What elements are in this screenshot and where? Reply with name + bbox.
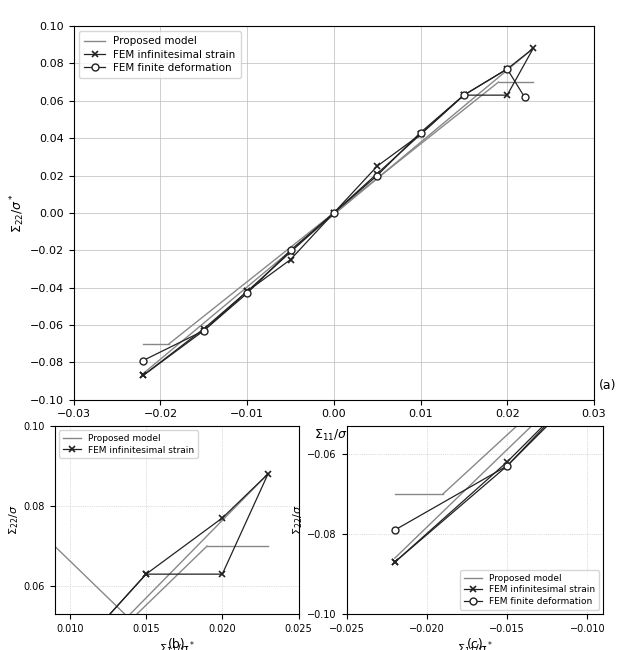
- X-axis label: $\Sigma_{11}/\sigma^*$: $\Sigma_{11}/\sigma^*$: [314, 425, 354, 444]
- X-axis label: $\Sigma_{11}/\sigma^*$: $\Sigma_{11}/\sigma^*$: [159, 640, 195, 650]
- Legend: Proposed model, FEM infinitesimal strain: Proposed model, FEM infinitesimal strain: [59, 430, 198, 458]
- X-axis label: $\Sigma_{11}/\sigma^*$: $\Sigma_{11}/\sigma^*$: [457, 640, 493, 650]
- Legend: Proposed model, FEM infinitesimal strain, FEM finite deformation: Proposed model, FEM infinitesimal strain…: [460, 570, 599, 610]
- Text: (c): (c): [467, 638, 483, 650]
- Y-axis label: $\Sigma_{22}/\sigma$: $\Sigma_{22}/\sigma$: [291, 505, 305, 535]
- Y-axis label: $\Sigma_{22}/\sigma^*$: $\Sigma_{22}/\sigma^*$: [8, 193, 27, 233]
- Legend: Proposed model, FEM infinitesimal strain, FEM finite deformation: Proposed model, FEM infinitesimal strain…: [79, 31, 241, 78]
- Text: (b): (b): [168, 638, 186, 650]
- Y-axis label: $\Sigma_{22}/\sigma$: $\Sigma_{22}/\sigma$: [7, 505, 21, 535]
- Text: (a): (a): [599, 379, 616, 392]
